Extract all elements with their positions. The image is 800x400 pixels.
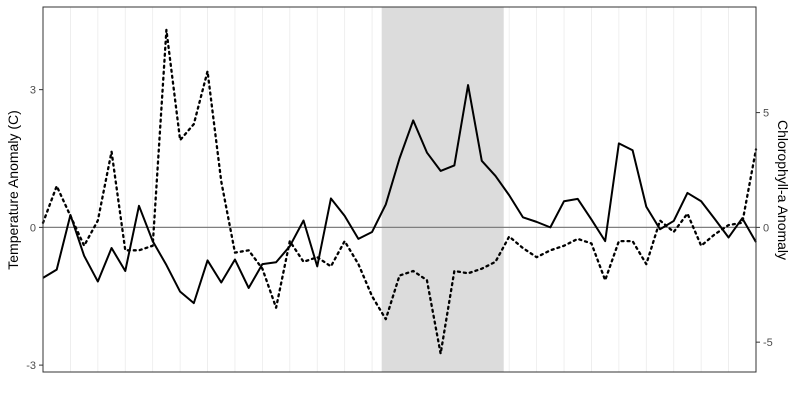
- right-tick-label: -5: [763, 337, 773, 349]
- right-tick-label: 0: [763, 222, 769, 234]
- left-tick-label: 3: [30, 85, 36, 97]
- shaded-region: [381, 7, 504, 372]
- y-axis-left-title: Temperature Anomaly (C): [5, 110, 21, 270]
- chlorophyll-anomaly-line: [41, 28, 758, 355]
- right-tick-label: 5: [763, 108, 769, 120]
- left-tick-label: -3: [26, 360, 36, 372]
- left-tick-label: 0: [30, 222, 36, 234]
- temperature-anomaly-line: [42, 84, 757, 305]
- y-axis-right-title: Chlorophyll-a Anomaly: [775, 120, 791, 260]
- panel-border: [42, 6, 757, 373]
- series-lines: [41, 28, 758, 355]
- right-axis: -5 0 5: [756, 108, 773, 349]
- left-axis: -3 0 3: [26, 85, 43, 372]
